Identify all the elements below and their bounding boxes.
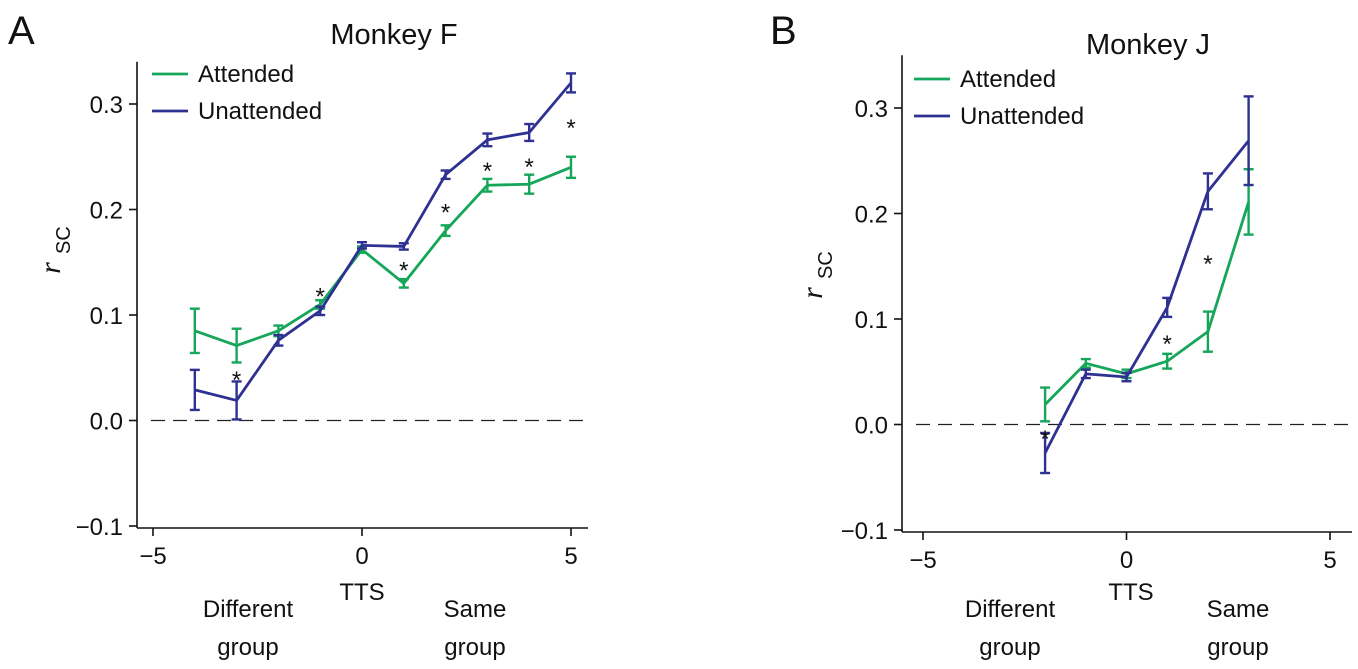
y-tick-label-a: 0.2 xyxy=(90,198,123,225)
error-bar-unattended-b xyxy=(1162,296,1173,319)
error-bar-unattended-b xyxy=(1040,431,1051,475)
ylabel-a-sub: SC xyxy=(53,226,75,254)
x-tick-label-b: 0 xyxy=(1120,547,1133,574)
error-bar-attended-a xyxy=(231,327,242,364)
y-tick-label-b: 0.1 xyxy=(855,307,888,334)
x-tick-label-b: −5 xyxy=(909,547,936,574)
y-tick-label-a: −0.1 xyxy=(76,514,123,541)
series-line-unattended-b xyxy=(1043,139,1250,454)
error-bar-unattended-a xyxy=(524,122,535,143)
significance-star-b: * xyxy=(1203,251,1212,278)
series-line-attended-b xyxy=(1044,201,1250,406)
error-bar-attended-b xyxy=(1202,310,1213,353)
legend-label-unattended-b: Unattended xyxy=(960,103,1084,130)
error-bar-attended-a xyxy=(398,277,409,289)
ylabel-b-sub: SC xyxy=(815,251,837,279)
error-bar-unattended-a xyxy=(273,333,284,347)
significance-star-a: * xyxy=(525,154,534,181)
group-label-different-b-1: Different xyxy=(965,596,1056,623)
x-tick-label-b: 5 xyxy=(1323,547,1336,574)
x-tick-label-a: −5 xyxy=(139,543,166,570)
y-tick-label-b: 0.2 xyxy=(855,202,888,229)
error-bar-unattended-b xyxy=(1080,368,1091,380)
group-label-same-a-1: Same xyxy=(444,596,507,623)
series-line-attended-a xyxy=(194,166,572,347)
y-tick-label-b: 0.0 xyxy=(855,413,888,440)
error-bar-unattended-a xyxy=(189,368,200,412)
panel-letter-a: A xyxy=(8,9,35,53)
y-tick-label-a: 0.3 xyxy=(90,92,123,119)
y-tick-label-b: −0.1 xyxy=(841,518,888,545)
error-bar-unattended-b xyxy=(1243,95,1254,187)
error-bar-attended-b xyxy=(1162,352,1173,370)
y-tick-label-a: 0.0 xyxy=(90,409,123,436)
ylabel-b: r SC xyxy=(796,251,837,299)
legend-label-attended-a: Attended xyxy=(198,61,294,88)
group-label-same-a-2: group xyxy=(444,634,505,661)
significance-star-b: * xyxy=(1163,331,1172,358)
group-label-different-b-2: group xyxy=(979,634,1040,661)
xlabel-b: TTS xyxy=(1108,579,1153,606)
x-tick-label-a: 0 xyxy=(355,543,368,570)
ylabel-b-main: r xyxy=(796,287,829,299)
group-label-different-a-2: group xyxy=(217,634,278,661)
y-tick-label-a: 0.1 xyxy=(90,303,123,330)
error-bar-attended-a xyxy=(566,155,576,180)
error-bar-unattended-a xyxy=(482,132,493,148)
chart-title-b: Monkey J xyxy=(1086,29,1210,61)
significance-star-a: * xyxy=(441,199,450,226)
ylabel-a-main: r xyxy=(34,262,67,274)
error-bar-attended-b xyxy=(1080,357,1091,369)
significance-star-a: * xyxy=(483,158,492,185)
error-bar-unattended-a xyxy=(566,72,576,94)
error-bar-attended-a xyxy=(524,173,535,195)
group-label-same-b-2: group xyxy=(1207,634,1268,661)
x-tick-label-a: 5 xyxy=(564,543,577,570)
error-bar-unattended-a xyxy=(357,241,367,250)
error-bar-unattended-a xyxy=(398,242,409,251)
xlabel-a: TTS xyxy=(339,579,384,606)
error-bar-attended-a xyxy=(440,224,451,238)
error-bar-unattended-a xyxy=(440,169,451,181)
error-bar-attended-b xyxy=(1040,386,1051,423)
error-bar-unattended-a xyxy=(231,380,242,421)
panel-letter-b: B xyxy=(770,9,797,53)
significance-star-a: * xyxy=(316,284,325,311)
error-bar-unattended-b xyxy=(1121,371,1132,383)
error-bar-attended-a xyxy=(482,177,493,193)
plot-area-a: −0.1 0.0 0.1 0.2 0.3 −5 0 5 Attended Unattended * *… xyxy=(76,61,588,570)
significance-star-a: * xyxy=(399,257,408,284)
y-tick-label-b: 0.3 xyxy=(855,96,888,123)
group-label-different-a-1: Different xyxy=(203,596,294,623)
significance-star-a: * xyxy=(232,367,241,394)
significance-star-a: * xyxy=(566,115,575,142)
error-bar-unattended-a xyxy=(315,305,326,317)
error-bar-unattended-b xyxy=(1202,172,1213,211)
ylabel-a: r SC xyxy=(34,226,75,274)
error-bar-attended-a xyxy=(189,307,200,355)
chart-title-a: Monkey F xyxy=(330,19,457,51)
group-label-same-b-1: Same xyxy=(1207,596,1270,623)
legend-label-attended-b: Attended xyxy=(960,66,1056,93)
legend-label-unattended-a: Unattended xyxy=(198,98,322,125)
significance-star-b: * xyxy=(1040,426,1049,453)
series-line-unattended-a xyxy=(194,81,573,402)
plot-area-b: −0.1 0.0 0.1 0.2 0.3 −5 0 5 Attended Unattended * *… xyxy=(841,55,1352,574)
